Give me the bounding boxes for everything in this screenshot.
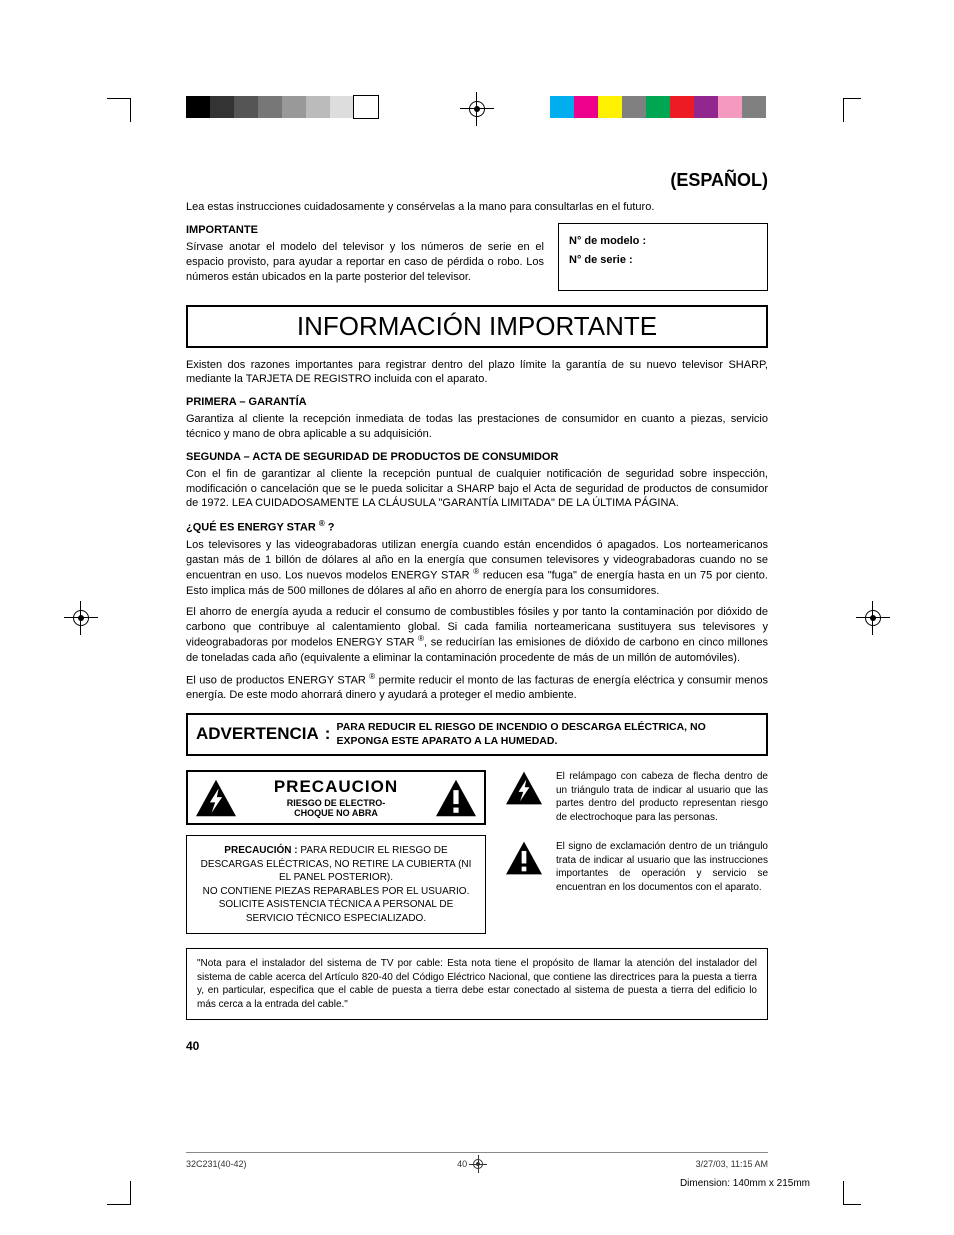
intro-text: Lea estas instrucciones cuidadosamente y… (186, 200, 768, 215)
model-serial-box: N° de modelo : N° de serie : (558, 223, 768, 290)
advertencia-label: ADVERTENCIA (196, 723, 319, 746)
importante-text: Sírvase anotar el modelo del televisor y… (186, 240, 544, 285)
energy-heading: ¿QUÉ ES ENERGY STAR ® ? (186, 519, 768, 536)
language-heading: (ESPAÑOL) (186, 168, 768, 192)
energy-p1: Los televisores y las videograbadoras ut… (186, 538, 768, 599)
energy-p2: El ahorro de energía ayuda a reducir el … (186, 605, 768, 666)
serial-label: N° de serie : (569, 253, 757, 268)
footer-page: 40 (457, 1159, 467, 1169)
title-text: INFORMACIÓN IMPORTANTE (297, 311, 657, 341)
advertencia-text: PARA REDUCIR EL RIESGO DE INCENDIO O DES… (336, 721, 758, 748)
page-content: (ESPAÑOL) Lea estas instrucciones cuidad… (186, 168, 768, 1054)
bolt-triangle-icon (194, 778, 238, 818)
crop-mark-br (820, 1181, 844, 1205)
registration-mark-top (466, 98, 488, 120)
importante-block: IMPORTANTE Sírvase anotar el modelo del … (186, 223, 544, 290)
registration-intro: Existen dos razones importantes para reg… (186, 358, 768, 388)
precaucion-heading: PRECAUCION (274, 776, 398, 799)
caution-text-box: PRECAUCIÓN : PARA REDUCIR EL RIESGO DE D… (186, 835, 486, 934)
caution-left-column: PRECAUCION RIESGO DE ELECTRO- CHOQUE NO … (186, 770, 486, 934)
footer-bar: 32C231(40-42) 40 3/27/03, 11:15 AM (186, 1152, 768, 1171)
advertencia-colon: : (325, 723, 331, 746)
segunda-heading: SEGUNDA – ACTA DE SEGURIDAD DE PRODUCTOS… (186, 450, 768, 465)
primera-heading: PRIMERA – GARANTÍA (186, 395, 768, 410)
exclamation-triangle-icon (504, 840, 544, 876)
colorbar-grayscale (186, 96, 378, 118)
bolt-description: El relámpago con cabeza de flecha dentro… (556, 770, 768, 824)
registration-mark-right (862, 607, 884, 629)
importante-heading: IMPORTANTE (186, 223, 544, 238)
energy-p3: El uso de productos ENERGY STAR ® permit… (186, 672, 768, 703)
footer-file: 32C231(40-42) (186, 1159, 247, 1169)
advertencia-box: ADVERTENCIA : PARA REDUCIR EL RIESGO DE … (186, 713, 768, 756)
segunda-text: Con el fin de garantizar al cliente la r… (186, 467, 768, 512)
precaucion-label-box: PRECAUCION RIESGO DE ELECTRO- CHOQUE NO … (186, 770, 486, 825)
crop-mark-bl (130, 1181, 154, 1205)
title-box: INFORMACIÓN IMPORTANTE (186, 305, 768, 348)
caution-right-column: El relámpago con cabeza de flecha dentro… (504, 770, 768, 934)
crop-mark-tl (130, 98, 154, 122)
footer-date: 3/27/03, 11:15 AM (696, 1159, 768, 1169)
bolt-triangle-icon (504, 770, 544, 806)
exclamation-description: El signo de exclamación dentro de un tri… (556, 840, 768, 894)
primera-text: Garantiza al cliente la recepción inmedi… (186, 412, 768, 442)
colorbar-process (550, 96, 766, 118)
exclamation-triangle-icon (434, 778, 478, 818)
registration-mark-left (70, 607, 92, 629)
registration-mark-small (471, 1157, 485, 1171)
page-number: 40 (186, 1038, 768, 1054)
crop-mark-tr (820, 98, 844, 122)
model-label: N° de modelo : (569, 234, 757, 249)
precaucion-sub: RIESGO DE ELECTRO- CHOQUE NO ABRA (274, 799, 398, 819)
dimension-label: Dimension: 140mm x 215mm (680, 1178, 810, 1189)
installer-note-box: "Nota para el instalador del sistema de … (186, 948, 768, 1020)
